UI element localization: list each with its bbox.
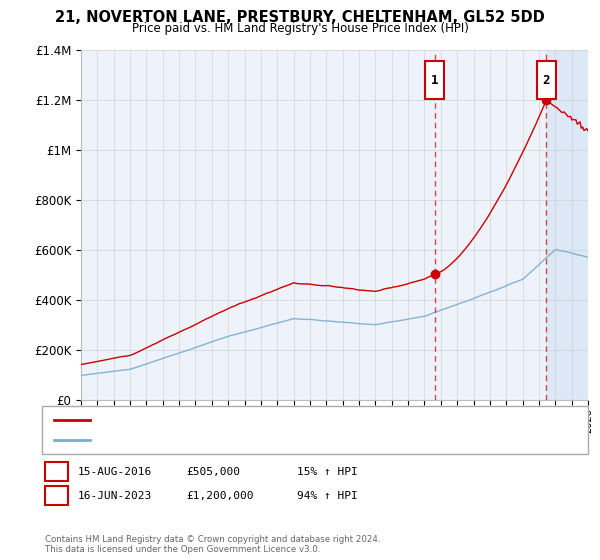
Bar <box>547 50 588 400</box>
Text: £1,200,000: £1,200,000 <box>186 491 254 501</box>
Text: 21, NOVERTON LANE, PRESTBURY, CHELTENHAM, GL52 5DD: 21, NOVERTON LANE, PRESTBURY, CHELTENHAM… <box>55 10 545 25</box>
Text: 21, NOVERTON LANE, PRESTBURY, CHELTENHAM, GL52 5DD (detached house): 21, NOVERTON LANE, PRESTBURY, CHELTENHAM… <box>96 415 503 424</box>
Text: Price paid vs. HM Land Registry's House Price Index (HPI): Price paid vs. HM Land Registry's House … <box>131 22 469 35</box>
FancyBboxPatch shape <box>425 61 444 100</box>
Text: 15-AUG-2016: 15-AUG-2016 <box>78 466 152 477</box>
Text: 94% ↑ HPI: 94% ↑ HPI <box>297 491 358 501</box>
Text: 1: 1 <box>53 466 60 477</box>
Text: 2: 2 <box>543 74 550 87</box>
Text: 16-JUN-2023: 16-JUN-2023 <box>78 491 152 501</box>
Text: Contains HM Land Registry data © Crown copyright and database right 2024.
This d: Contains HM Land Registry data © Crown c… <box>45 535 380 554</box>
Text: 15% ↑ HPI: 15% ↑ HPI <box>297 466 358 477</box>
Text: £505,000: £505,000 <box>186 466 240 477</box>
Bar <box>547 50 588 400</box>
Text: 1: 1 <box>431 74 439 87</box>
FancyBboxPatch shape <box>537 61 556 100</box>
Text: HPI: Average price, detached house, Cheltenham: HPI: Average price, detached house, Chel… <box>96 435 353 445</box>
Text: 2: 2 <box>53 491 60 501</box>
